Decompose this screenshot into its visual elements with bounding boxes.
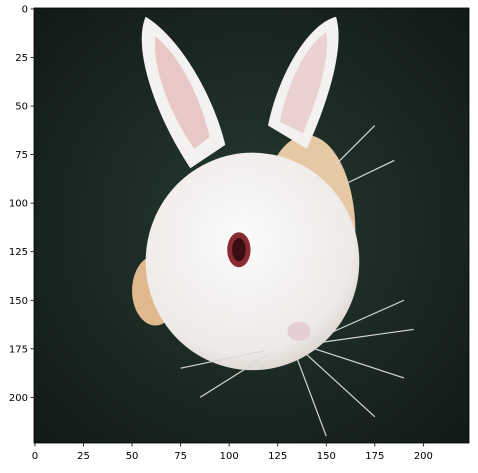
y-tick-label: 100 xyxy=(9,199,28,210)
x-tick-label: 75 xyxy=(174,451,187,462)
y-tick-label: 0 xyxy=(22,4,28,15)
y-tick-label: 75 xyxy=(15,150,28,161)
y-tick-label: 175 xyxy=(9,344,28,355)
y-tick-label: 125 xyxy=(9,247,28,258)
x-tick-label: 175 xyxy=(365,451,384,462)
x-tick-label: 125 xyxy=(268,451,287,462)
image xyxy=(34,8,469,443)
x-tick-label: 200 xyxy=(414,451,433,462)
y-tick-label: 200 xyxy=(9,393,28,404)
x-tick-label: 50 xyxy=(126,451,139,462)
y-tick-label: 50 xyxy=(15,102,28,113)
axes-frame xyxy=(33,7,470,444)
x-tick-label: 0 xyxy=(32,451,38,462)
x-tick-label: 25 xyxy=(77,451,90,462)
y-tick-label: 25 xyxy=(15,53,28,64)
x-tick-label: 150 xyxy=(317,451,336,462)
y-tick-label: 150 xyxy=(9,296,28,307)
x-tick-label: 100 xyxy=(220,451,239,462)
